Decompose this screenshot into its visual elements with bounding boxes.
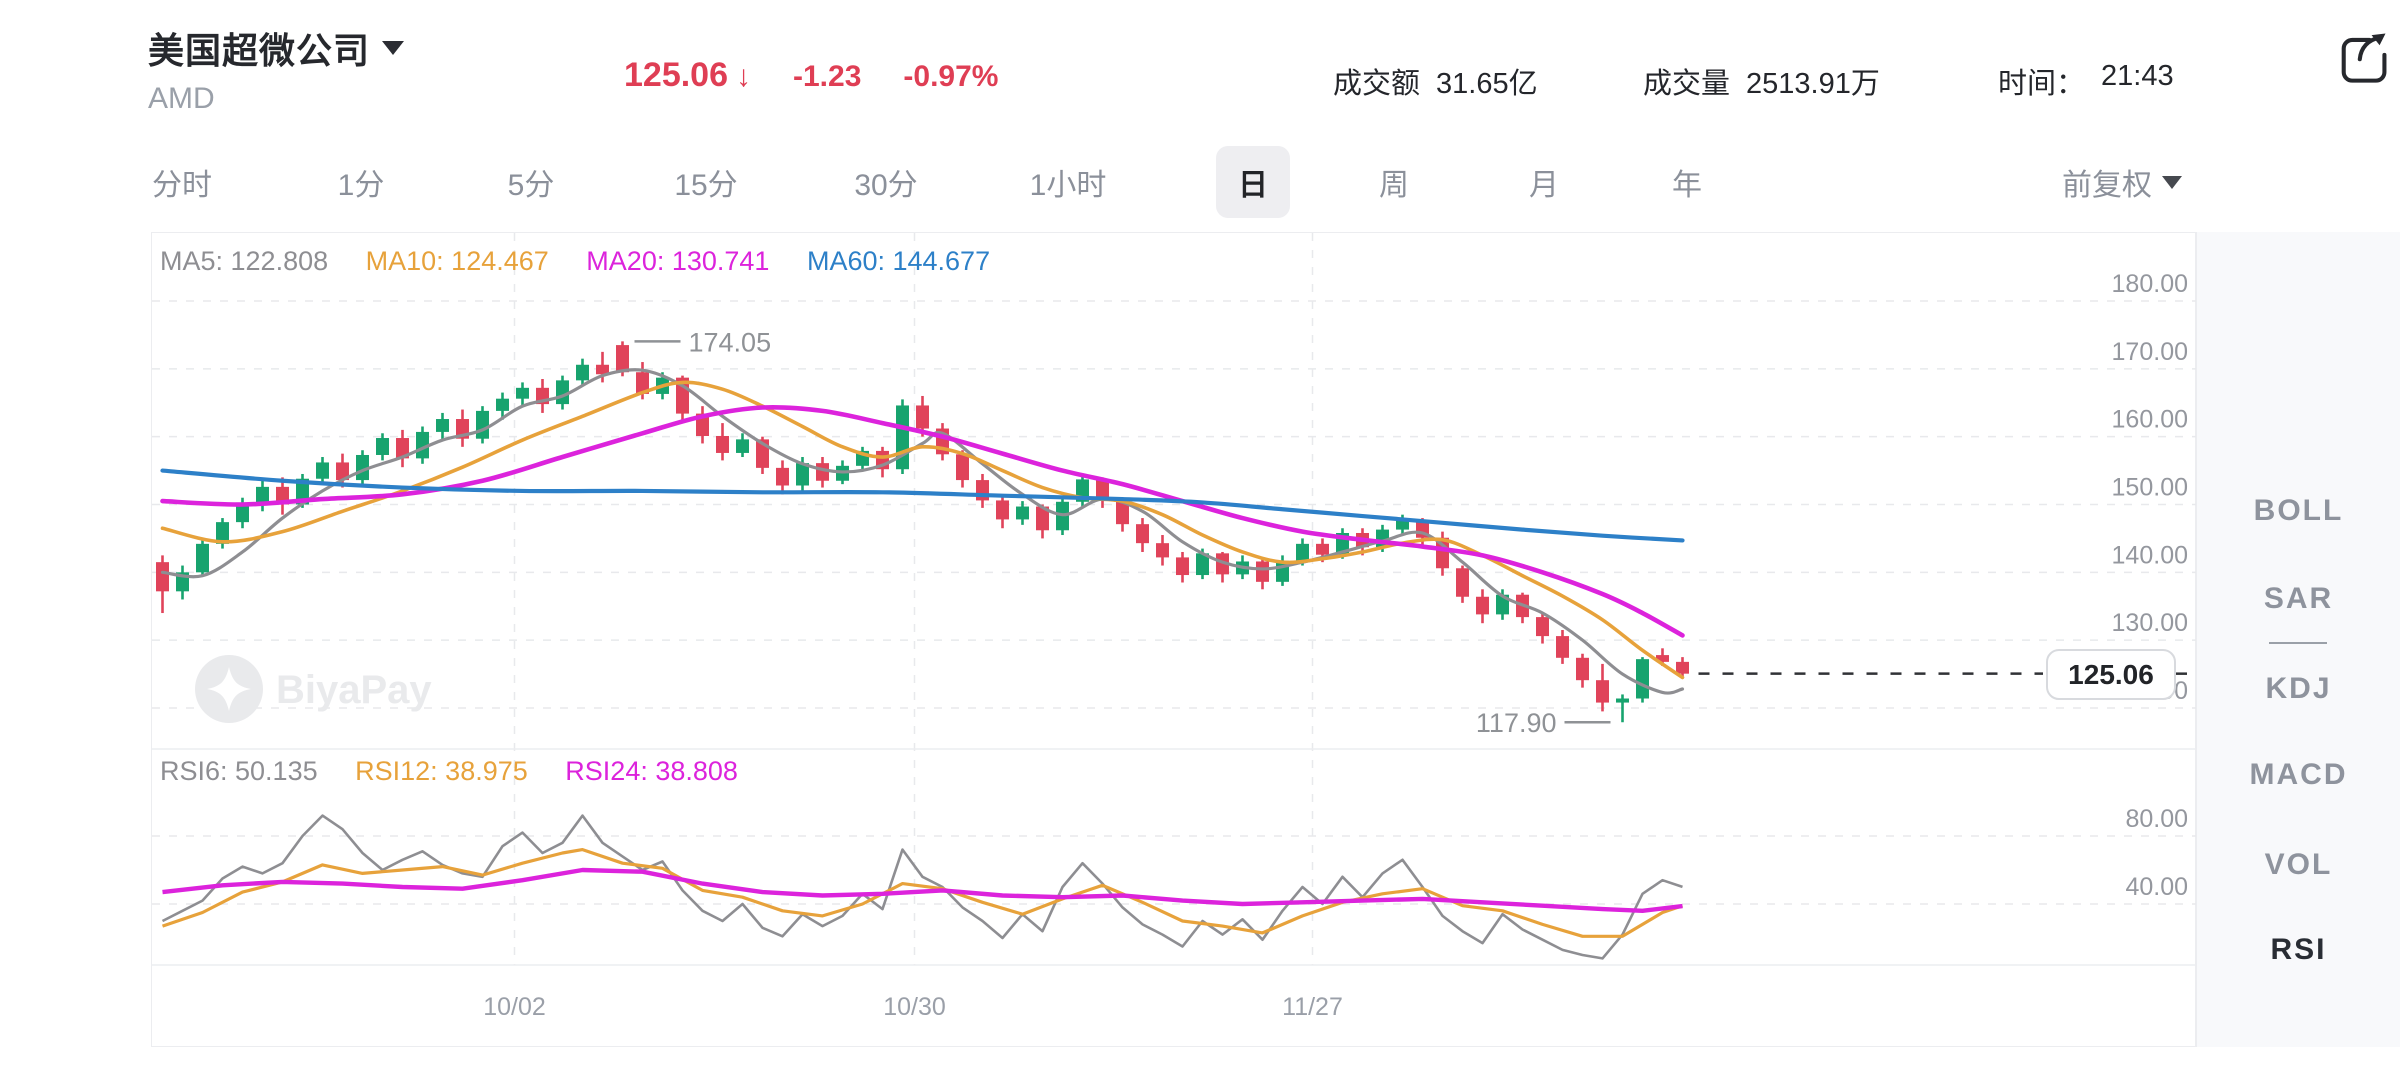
last-price: 125.06 <box>624 56 728 94</box>
tab-1hour[interactable]: 1小时 <box>1029 169 1107 202</box>
time-label: 时间： <box>1998 68 2086 100</box>
ma-line-MA10 <box>160 380 1685 680</box>
price-change-percent: -0.97% <box>903 60 999 93</box>
time-value: 21:43 <box>2101 60 2174 92</box>
svg-text:10/02: 10/02 <box>483 993 546 1021</box>
rsi12-legend: RSI12: 38.975 <box>355 756 528 786</box>
tab-15min[interactable]: 15分 <box>674 169 738 202</box>
ma-line-MA60 <box>160 468 1685 543</box>
svg-text:130.00: 130.00 <box>2112 609 2188 637</box>
volume-stat: 成交量 2513.91万 <box>1643 60 1880 102</box>
svg-text:10/30: 10/30 <box>883 993 946 1021</box>
indicator-kdj[interactable]: KDJ <box>2265 672 2332 705</box>
svg-text:11/27: 11/27 <box>1282 993 1343 1021</box>
svg-text:170.00: 170.00 <box>2112 338 2188 366</box>
rsi-line-RSI6 <box>161 814 1683 960</box>
biyapay-watermark: BiyaPay <box>195 655 432 723</box>
tab-daily[interactable]: 日 <box>1216 146 1290 218</box>
ma60-legend: MA60: 144.677 <box>806 246 991 276</box>
arrow-down-icon: ↓ <box>736 60 751 93</box>
candles-layer <box>156 341 1689 723</box>
tab-30min[interactable]: 30分 <box>854 169 918 202</box>
svg-text:40.00: 40.00 <box>2125 873 2188 901</box>
volume-value: 2513.91万 <box>1746 68 1880 100</box>
ma5-legend: MA5: 122.808 <box>160 246 329 276</box>
stock-name: 美国超微公司 <box>148 30 371 71</box>
svg-text:150.00: 150.00 <box>2112 473 2188 501</box>
low-price-label: 117.90 <box>1476 708 1557 738</box>
rsi6-legend: RSI6: 50.135 <box>160 756 318 786</box>
rsi24-legend: RSI24: 38.808 <box>565 756 738 786</box>
indicator-macd[interactable]: MACD <box>2249 758 2348 791</box>
indicator-sar[interactable]: SAR <box>2263 582 2334 615</box>
indicator-boll[interactable]: BOLL <box>2253 494 2344 527</box>
ma20-legend: MA20: 130.741 <box>586 246 770 276</box>
chevron-down-icon <box>2162 175 2182 189</box>
ma10-legend: MA10: 124.467 <box>365 246 549 276</box>
svg-text:80.00: 80.00 <box>2125 805 2188 833</box>
volume-label: 成交量 <box>1643 68 1731 100</box>
gridlines <box>152 233 2197 965</box>
candlestick-chart[interactable]: BiyaPay 180.00 170.00 160.00 150.00 140.00 130… <box>152 233 2197 1048</box>
stock-symbol: AMD <box>148 82 215 115</box>
last-price-badge: 125.06 <box>2046 649 2176 700</box>
adjust-type-dropdown[interactable]: 前复权 <box>2062 160 2182 204</box>
rsi-line-RSI12 <box>161 847 1684 938</box>
turnover-label: 成交额 <box>1333 68 1421 100</box>
turnover-value: 31.65亿 <box>1436 68 1538 100</box>
tab-monthly[interactable]: 月 <box>1529 169 1559 202</box>
tab-1min[interactable]: 1分 <box>337 169 385 202</box>
chevron-down-icon <box>382 41 405 55</box>
chart-container: BiyaPay 180.00 170.00 160.00 150.00 140.00 130… <box>151 232 2197 1048</box>
indicator-sidebar: BOLL SAR KDJ MACD VOL RSI <box>2196 232 2400 1047</box>
svg-text:160.00: 160.00 <box>2112 406 2188 434</box>
svg-text:BiyaPay: BiyaPay <box>276 668 432 712</box>
rsi-line-RSI24 <box>162 867 1683 913</box>
indicator-vol[interactable]: VOL <box>2264 848 2333 881</box>
svg-text:140.00: 140.00 <box>2112 541 2188 569</box>
share-icon <box>2341 33 2387 83</box>
ma-line-MA20 <box>160 404 1685 638</box>
x-axis-labels: 10/02 10/30 11/27 <box>483 993 1343 1021</box>
turnover-stat: 成交额 31.65亿 <box>1333 60 1538 102</box>
rsi-legend: RSI6: 50.135 RSI12: 38.975 RSI24: 38.808 <box>160 756 768 787</box>
indicator-rsi[interactable]: RSI <box>2270 933 2327 966</box>
y-axis-labels: 180.00170.00160.00150.00140.00130.00120.… <box>2112 270 2188 901</box>
adjust-label: 前复权 <box>2062 169 2152 202</box>
ma-legend: MA5: 122.808 MA10: 124.467 MA20: 130.741… <box>160 246 1020 277</box>
stock-name-dropdown[interactable]: 美国超微公司 <box>148 22 405 74</box>
tab-minute-line[interactable]: 分时 <box>152 169 212 202</box>
time-stat: 时间： 21:43 <box>1998 60 2174 102</box>
share-button[interactable] <box>2336 26 2390 86</box>
svg-text:180.00: 180.00 <box>2112 270 2188 298</box>
tab-5min[interactable]: 5分 <box>507 169 555 202</box>
tab-weekly[interactable]: 周 <box>1379 169 1409 202</box>
timeframe-tabs: 分时 1分 5分 15分 30分 1小时 日 周 月 年 前复权 <box>0 146 2400 218</box>
tab-yearly[interactable]: 年 <box>1672 169 1702 202</box>
price-change: -1.23 <box>793 60 862 93</box>
high-price-label: 174.05 <box>689 327 772 357</box>
price-block: 125.06 ↓ -1.23 -0.97% <box>624 56 998 95</box>
sidebar-divider <box>2269 642 2327 644</box>
